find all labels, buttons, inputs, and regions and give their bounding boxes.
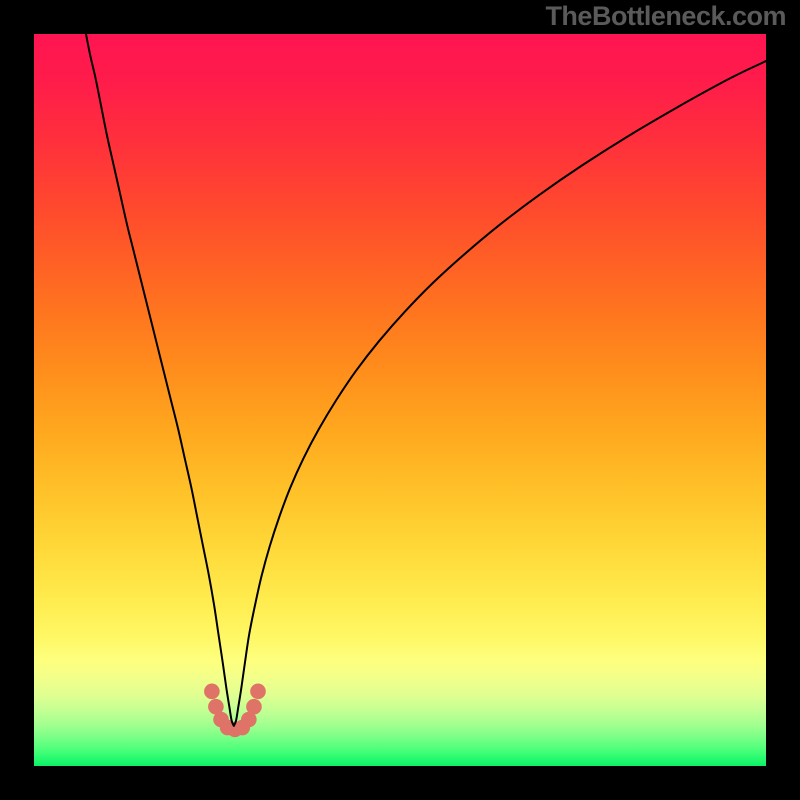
bottleneck-chart — [0, 0, 800, 800]
dip-marker — [246, 699, 262, 715]
dip-marker — [250, 684, 266, 700]
watermark-text: TheBottleneck.com — [545, 1, 786, 32]
dip-marker — [204, 684, 220, 700]
chart-frame: TheBottleneck.com — [0, 0, 800, 800]
plot-background — [34, 34, 766, 766]
